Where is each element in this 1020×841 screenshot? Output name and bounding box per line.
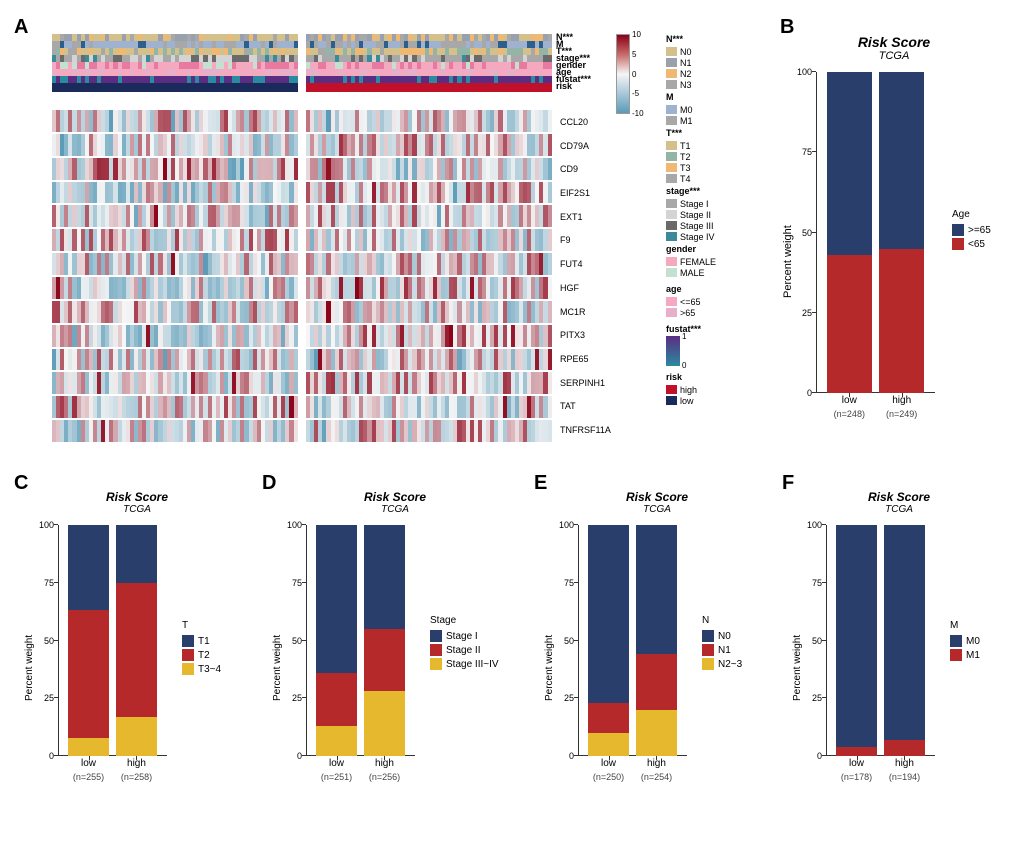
chart-title: Risk Score — [22, 490, 252, 504]
gene-CD79A: CD79A — [560, 134, 611, 158]
gene-F9: F9 — [560, 229, 611, 253]
gene-CCL20: CCL20 — [560, 110, 611, 134]
gene-labels: CCL20CD79ACD9EIF2S1EXT1F9FUT4HGFMC1RPITX… — [560, 110, 611, 442]
chart-title: Risk Score — [780, 34, 1008, 50]
plot-area: 0255075100low(n=250)high(n=254) — [578, 525, 687, 756]
chart-subtitle: TCGA — [780, 50, 1008, 62]
gene-CD9: CD9 — [560, 157, 611, 181]
chart-subtitle: TCGA — [790, 504, 1008, 515]
legend-age: age <=65>65 — [666, 284, 701, 318]
chart-subtitle: TCGA — [270, 504, 520, 515]
gene-HGF: HGF — [560, 276, 611, 300]
heatmap — [52, 110, 552, 442]
gene-FUT4: FUT4 — [560, 252, 611, 276]
panel-c: Risk Score TCGA Percent weight 025507510… — [22, 490, 252, 820]
y-axis-title: Percent weight — [272, 635, 283, 701]
y-axis-title: Percent weight — [782, 225, 794, 298]
legend-b: Age >=65<65 — [952, 209, 991, 251]
legend-stage: stage*** Stage IStage IIStage IIIStage I… — [666, 186, 715, 242]
bar-high — [116, 525, 157, 756]
bar-high — [636, 525, 677, 756]
legend-m: M M0M1 — [666, 92, 693, 126]
plot-area: 0255075100low(n=248)high(n=249) — [816, 72, 935, 393]
chart-title: Risk Score — [542, 490, 772, 504]
figure: A N***MT***stage***genderagefustat***ris… — [12, 12, 1008, 829]
gene-MC1R: MC1R — [560, 300, 611, 324]
legend-n: N*** N0N1N2N3 — [666, 34, 692, 90]
chart-title: Risk Score — [270, 490, 520, 504]
gene-TNFRSF11A: TNFRSF11A — [560, 418, 611, 442]
chart-subtitle: TCGA — [542, 504, 772, 515]
annotation-labels: N***MT***stage***genderagefustat***risk — [556, 34, 591, 92]
bar-low — [68, 525, 109, 756]
panel-e: Risk Score TCGA Percent weight 025507510… — [542, 490, 772, 820]
panel-d: Risk Score TCGA Percent weight 025507510… — [270, 490, 520, 820]
chart-subtitle: TCGA — [22, 504, 252, 515]
legend-gender: gender FEMALEMALE — [666, 244, 716, 278]
plot-area: 0255075100low(n=255)high(n=258) — [58, 525, 167, 756]
plot-area: 0255075100low(n=178)high(n=194) — [826, 525, 935, 756]
bar-high — [879, 72, 924, 393]
fustat-gradient — [666, 336, 680, 366]
gene-EXT1: EXT1 — [560, 205, 611, 229]
legend-risk: risk highlow — [666, 372, 697, 406]
chart-title: Risk Score — [790, 490, 1008, 504]
annotation-bars — [52, 34, 552, 92]
colorbar-ticks: 1050-5-10 — [632, 30, 644, 118]
gene-RPE65: RPE65 — [560, 347, 611, 371]
bar-high — [884, 525, 925, 756]
gene-TAT: TAT — [560, 395, 611, 419]
legend-c: T T1T2T3~4 — [182, 620, 221, 676]
y-axis-title: Percent weight — [24, 635, 35, 701]
gene-PITX3: PITX3 — [560, 323, 611, 347]
y-axis-title: Percent weight — [792, 635, 803, 701]
legend-e: N N0N1N2~3 — [702, 615, 742, 671]
bar-low — [588, 525, 629, 756]
legend-f: M M0M1 — [950, 620, 980, 662]
legend-fustat: fustat*** 1 0 — [666, 324, 701, 366]
y-axis-title: Percent weight — [544, 635, 555, 701]
legend-d: Stage Stage IStage IIStage III~IV — [430, 615, 499, 671]
panel-f: Risk Score TCGA Percent weight 025507510… — [790, 490, 1008, 820]
gene-EIF2S1: EIF2S1 — [560, 181, 611, 205]
bar-high — [364, 525, 405, 756]
bar-low — [316, 525, 357, 756]
legend-t: T*** T1T2T3T4 — [666, 128, 691, 184]
colorbar — [616, 34, 630, 114]
bar-low — [827, 72, 872, 393]
panel-b: Risk Score TCGA Percent weight 025507510… — [780, 34, 1008, 454]
plot-area: 0255075100low(n=251)high(n=256) — [306, 525, 415, 756]
panel-a: N***MT***stage***genderagefustat***risk … — [12, 12, 772, 457]
bar-low — [836, 525, 877, 756]
gene-SERPINH1: SERPINH1 — [560, 371, 611, 395]
